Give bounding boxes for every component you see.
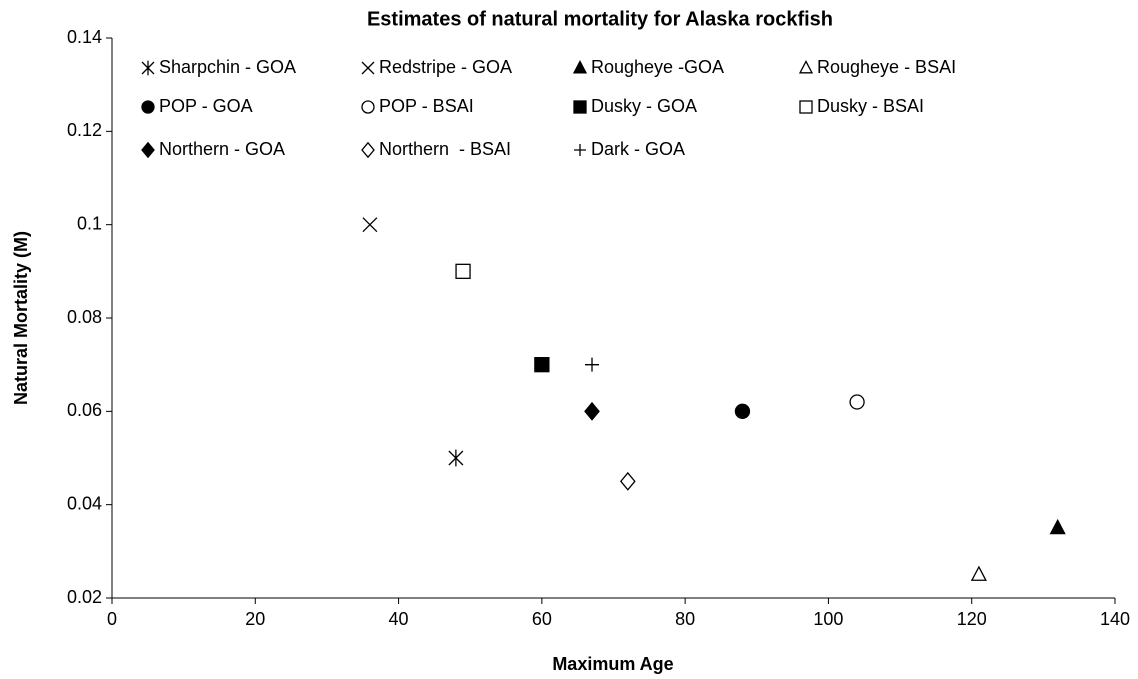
x-tick-label: 80 — [675, 609, 695, 629]
data-point — [448, 449, 464, 467]
data-point — [585, 357, 600, 372]
x-tick-label: 0 — [107, 609, 117, 629]
y-axis-label: Natural Mortality (M) — [11, 231, 31, 405]
legend-label: Redstripe - GOA — [379, 57, 512, 77]
x-tick-label: 120 — [957, 609, 987, 629]
y-tick-label: 0.14 — [67, 27, 102, 47]
legend-label: POP - BSAI — [379, 96, 474, 116]
x-tick-label: 40 — [389, 609, 409, 629]
data-point — [849, 394, 865, 410]
legend-marker — [361, 61, 375, 75]
data-point — [362, 217, 378, 233]
legend-label: Sharpchin - GOA — [159, 57, 296, 77]
legend-label: Rougheye - BSAI — [817, 57, 956, 77]
y-tick-label: 0.08 — [67, 307, 102, 327]
legend-label: Dusky - BSAI — [817, 96, 924, 116]
data-point — [734, 403, 751, 419]
y-tick-label: 0.1 — [77, 213, 102, 233]
data-point — [534, 357, 550, 373]
legend-marker — [141, 141, 155, 159]
x-tick-label: 100 — [813, 609, 843, 629]
y-tick-label: 0.04 — [67, 493, 102, 513]
legend-marker — [798, 60, 814, 74]
legend-label: Northern - GOA — [159, 139, 285, 159]
y-tick-label: 0.12 — [67, 120, 102, 140]
data-point — [584, 401, 600, 421]
legend-marker — [574, 144, 586, 156]
legend-label: Dusky - GOA — [591, 96, 697, 116]
legend-label: POP - GOA — [159, 96, 253, 116]
legend-marker — [141, 60, 155, 76]
legend-marker — [141, 100, 155, 114]
legend-marker — [799, 100, 813, 114]
data-point — [455, 263, 471, 279]
legend-label: Dark - GOA — [591, 139, 685, 159]
x-axis-label: Maximum Age — [552, 654, 673, 674]
data-point — [970, 565, 987, 581]
legend-marker — [573, 100, 587, 114]
x-tick-label: 20 — [245, 609, 265, 629]
x-tick-label: 140 — [1100, 609, 1130, 629]
legend-marker — [361, 100, 375, 114]
y-tick-label: 0.06 — [67, 400, 102, 420]
data-point — [1049, 518, 1066, 535]
legend-label: Rougheye -GOA — [591, 57, 724, 77]
chart-title: Estimates of natural mortality for Alask… — [367, 8, 833, 30]
legend-label: Northern - BSAI — [379, 139, 511, 159]
legend-marker — [361, 141, 375, 159]
x-tick-label: 60 — [532, 609, 552, 629]
data-point — [619, 471, 636, 491]
legend-marker — [572, 60, 588, 74]
y-tick-label: 0.02 — [67, 587, 102, 607]
